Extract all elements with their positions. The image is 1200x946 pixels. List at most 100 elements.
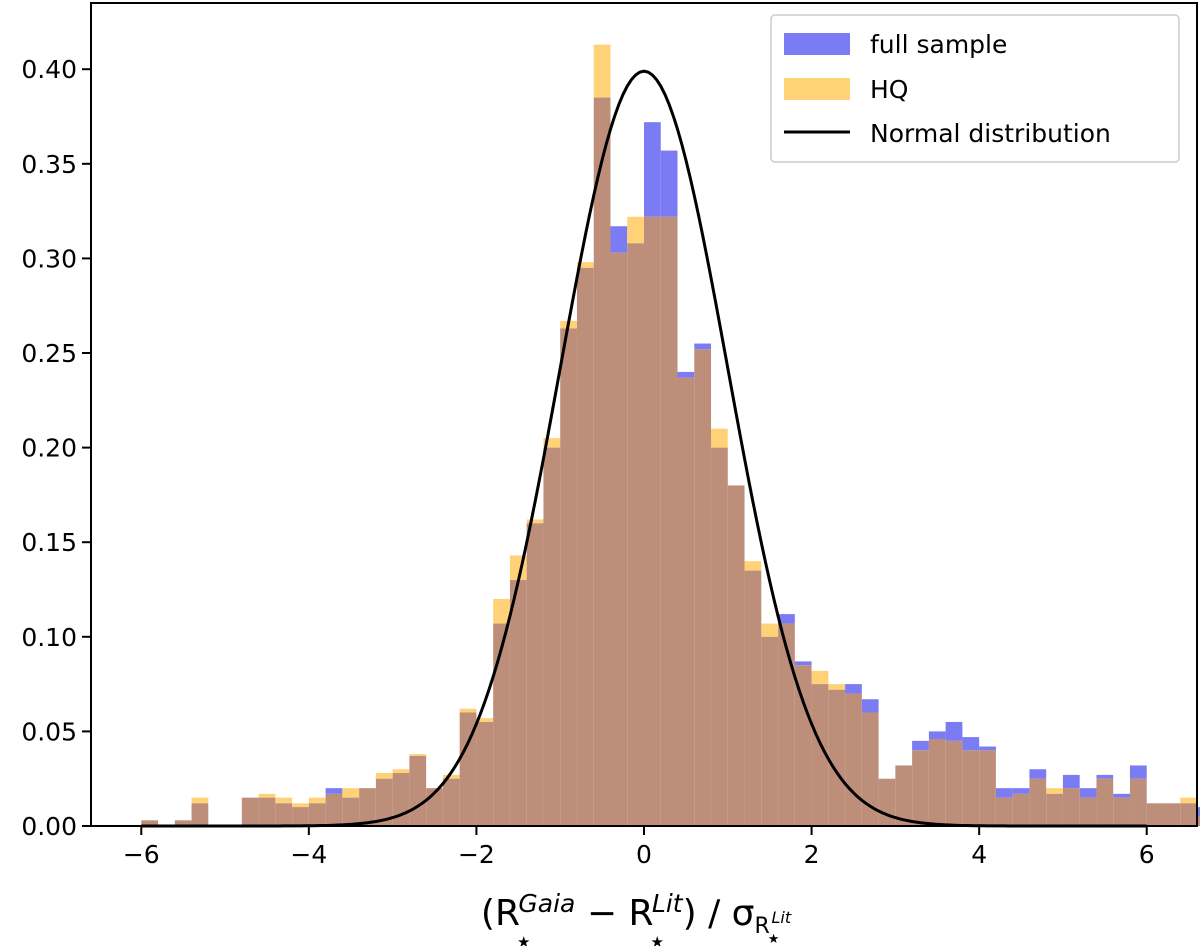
overlap-bar: [1096, 778, 1114, 826]
overlap-bar: [442, 778, 460, 826]
hq-bar: [1180, 797, 1197, 804]
overlap-bar: [778, 623, 795, 826]
full-sample-bar: [1062, 774, 1080, 789]
x-axis-label: (R ★Gaia − R ★Lit) / σR ★Lit: [481, 889, 792, 946]
y-tick-label: 0.05: [21, 717, 77, 746]
hq-bar: [442, 774, 460, 779]
overlap-bar: [660, 216, 678, 827]
full-sample-bar: [778, 614, 795, 624]
overlap-bar: [1113, 797, 1130, 826]
y-tick-label: 0.10: [21, 623, 77, 652]
overlap-bar: [359, 788, 376, 826]
hq-bar: [1046, 788, 1063, 794]
y-tick-label: 0.35: [21, 150, 77, 179]
overlap-bar: [1163, 803, 1181, 826]
y-tick-label: 0.20: [21, 434, 77, 463]
overlap-bar: [1046, 793, 1063, 826]
hq-bar: [342, 788, 360, 798]
full-sample-bar: [995, 788, 1013, 798]
overlap-bar: [375, 778, 393, 826]
hq-bar: [593, 44, 611, 98]
overlap-bar: [325, 793, 343, 826]
full-sample-bar: [660, 150, 678, 217]
overlap-bar: [694, 349, 712, 826]
overlap-bar: [711, 447, 728, 826]
full-sample-bar: [1029, 769, 1047, 779]
overlap-bar: [610, 252, 628, 827]
overlap-bar: [1079, 797, 1097, 826]
overlap-bar: [744, 570, 762, 826]
hq-bar: [292, 803, 309, 808]
full-sample-bar: [861, 699, 879, 713]
full-sample-bar: [325, 788, 343, 794]
overlap-bar: [275, 803, 293, 826]
overlap-bar: [1012, 793, 1030, 826]
legend-box: [770, 14, 1180, 163]
overlap-bar: [593, 97, 611, 826]
full-sample-bar: [1012, 788, 1030, 794]
overlap-bar: [895, 765, 913, 826]
full-sample-bar: [644, 122, 661, 217]
overlap-bar: [979, 750, 996, 826]
overlap-bar: [861, 712, 879, 826]
x-tick-label: 4: [971, 840, 987, 869]
x-tick-label: −2: [458, 840, 495, 869]
hq-bar: [476, 718, 494, 722]
hq-bar: [375, 773, 393, 779]
overlap-bar: [509, 580, 527, 826]
hq-bar: [711, 428, 728, 448]
overlap-bar: [1062, 788, 1080, 826]
overlap-bar: [576, 267, 594, 827]
overlap-bar: [459, 712, 477, 826]
overlap-bar: [995, 797, 1013, 826]
x-tick-label: 6: [1139, 840, 1155, 869]
overlap-bar: [1146, 803, 1164, 826]
hq-bar: [493, 598, 510, 624]
overlap-bar: [191, 803, 209, 826]
overlap-bar: [928, 738, 946, 826]
overlap-bar: [476, 721, 494, 826]
full-sample-bar: [979, 746, 996, 751]
overlap-bar: [1129, 778, 1147, 826]
overlap-bar: [845, 693, 862, 826]
full-sample-bar: [677, 371, 695, 378]
legend-label-hq: HQ: [870, 75, 908, 104]
y-tick-label: 0.25: [21, 339, 77, 368]
overlap-bar: [241, 797, 259, 826]
overlap-bar: [409, 755, 427, 826]
overlap-bar: [945, 740, 963, 826]
x-tick-label: −6: [123, 840, 160, 869]
overlap-bar: [761, 636, 779, 826]
full-sample-bar: [912, 740, 929, 751]
full-sample-bar: [845, 684, 862, 694]
axes: −6 −4 −2 0 2 4 6 0.00 0.05 0.10 0.15 0.20 0.25 0.30 0.…: [21, 2, 1198, 869]
overlap-bar: [677, 377, 695, 826]
hq-bars: [191, 44, 1197, 808]
full-sample-bars: [325, 122, 1200, 817]
full-sample-bar: [1113, 793, 1130, 798]
hq-bar: [409, 754, 427, 756]
overlap-bars: [141, 97, 1200, 827]
x-tick-label: 2: [804, 840, 820, 869]
legend-label-full-sample: full sample: [870, 30, 1007, 59]
hq-bar: [627, 216, 644, 244]
overlap-bar: [258, 797, 276, 826]
hq-bar: [308, 797, 326, 804]
hq-bar: [258, 793, 276, 798]
hq-bar: [828, 684, 846, 690]
full-sample-bar: [794, 661, 812, 666]
overlap-bar: [794, 665, 812, 826]
hq-bar: [392, 769, 410, 774]
hq-bar: [459, 708, 477, 713]
full-sample-bar: [694, 343, 712, 350]
full-sample-bar: [945, 721, 963, 741]
full-sample-bar: [928, 731, 946, 739]
overlap-bar: [543, 447, 561, 826]
x-tick-label: −4: [290, 840, 327, 869]
y-tick-label: 0.40: [21, 55, 77, 84]
overlap-bar: [644, 216, 661, 827]
full-sample-bar: [1129, 765, 1147, 779]
full-sample-bar: [962, 737, 980, 751]
full-sample-bar: [1197, 807, 1200, 817]
